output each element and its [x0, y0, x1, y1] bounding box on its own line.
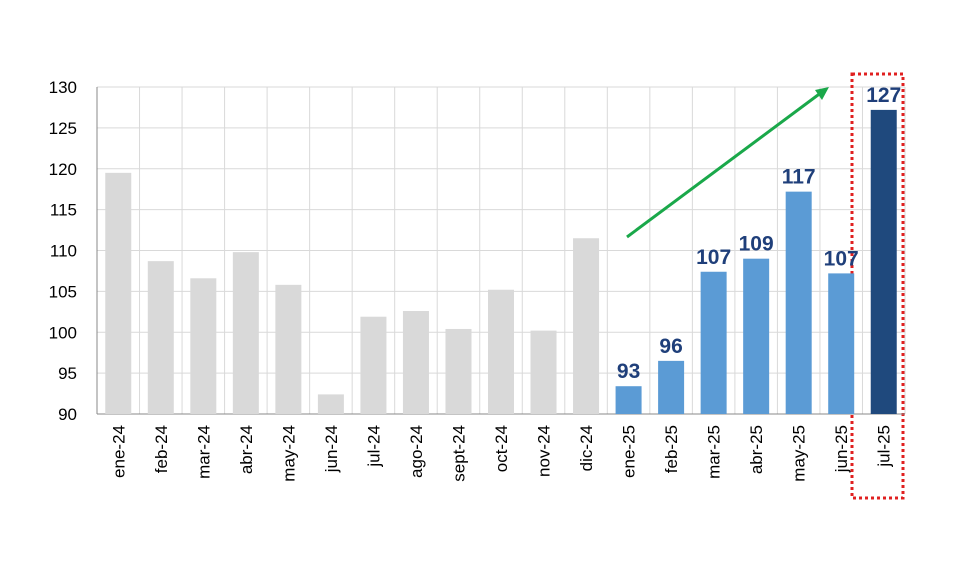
bar: [232, 252, 259, 414]
y-tick-label: 130: [49, 78, 77, 97]
value-label: 93: [617, 360, 640, 383]
x-tick-label: ago-24: [407, 425, 426, 478]
x-tick-label: ene-25: [620, 425, 639, 478]
y-tick-label: 120: [49, 160, 77, 179]
bar: [658, 360, 685, 414]
arrow-head: [815, 87, 829, 100]
x-tick-label: jun-24: [322, 425, 341, 473]
bar: [360, 316, 387, 414]
x-tick-label: abr-24: [237, 425, 256, 474]
y-tick-label: 110: [50, 242, 77, 261]
x-tick-label: jun-25: [832, 425, 851, 473]
bar: [870, 109, 897, 414]
y-tick-label: 125: [49, 119, 77, 138]
bar: [402, 310, 429, 414]
x-tick-label: mar-25: [705, 425, 724, 479]
y-tick-label: 100: [49, 323, 77, 342]
x-tick-label: jul-24: [364, 425, 383, 468]
bar: [743, 258, 770, 414]
x-tick-label: abr-25: [747, 425, 766, 474]
x-tick-label: nov-24: [535, 425, 554, 477]
value-label: 96: [659, 335, 682, 358]
bar: [700, 271, 727, 414]
y-tick-label: 105: [49, 282, 77, 301]
x-tick-label: dic-24: [577, 425, 596, 471]
x-tick-label: mar-24: [194, 425, 213, 479]
trend-arrow: [626, 90, 823, 239]
value-label: 107: [824, 247, 859, 270]
x-tick-label: ene-24: [109, 425, 128, 478]
bar: [275, 284, 302, 414]
x-tick-label: may-24: [279, 425, 298, 482]
x-tick-label: jul-25: [875, 425, 894, 468]
x-tick-label: feb-25: [662, 425, 681, 473]
x-tick-label: feb-24: [152, 425, 171, 473]
y-tick-label: 95: [58, 364, 77, 383]
y-tick-label: 115: [50, 201, 77, 220]
bar: [488, 289, 514, 414]
bar: [615, 386, 642, 414]
value-label: 117: [782, 166, 816, 189]
x-tick-label: sept-24: [449, 425, 468, 482]
bar: [445, 328, 472, 414]
bar: [317, 394, 344, 414]
bar: [147, 261, 174, 414]
bar: [785, 191, 812, 414]
value-label: 109: [739, 233, 774, 256]
x-tick-label: may-25: [790, 425, 809, 482]
x-tick-label: oct-24: [492, 425, 511, 472]
bar: [190, 278, 217, 414]
bar: [530, 330, 557, 414]
bar: [828, 273, 855, 414]
value-label: 107: [696, 246, 731, 269]
value-label: 127: [866, 84, 901, 107]
y-tick-label: 90: [58, 405, 77, 424]
bar: [105, 172, 132, 414]
bar: [573, 238, 600, 414]
